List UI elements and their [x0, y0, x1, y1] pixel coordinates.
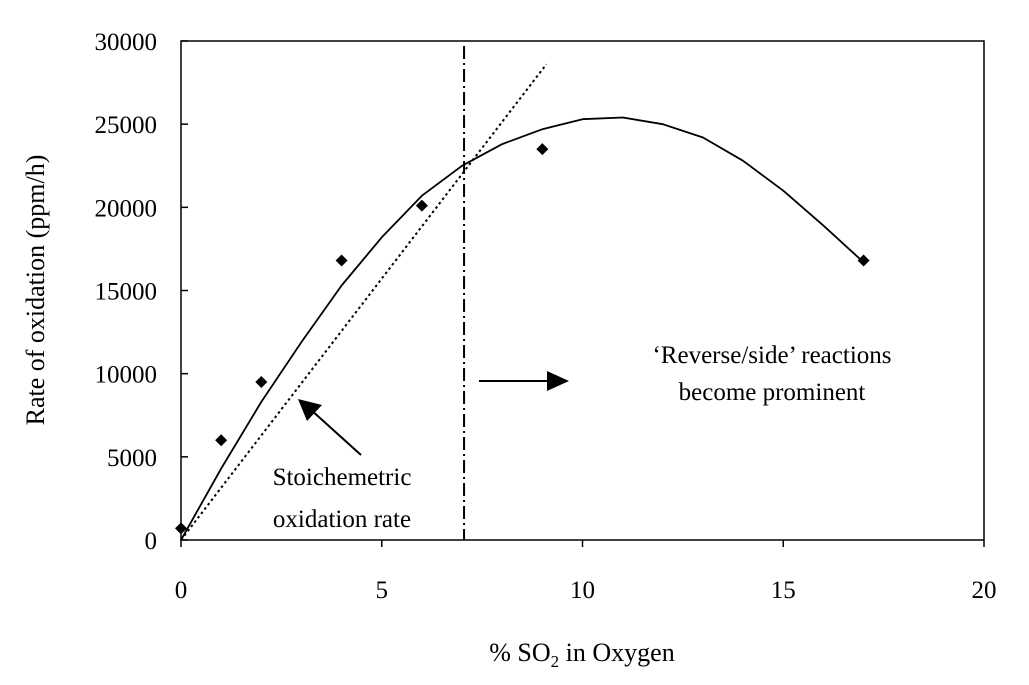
x-axis-title-prefix: % SO	[489, 638, 550, 667]
y-tick-label: 0	[145, 528, 158, 555]
series-layer	[175, 46, 870, 541]
x-axis-title-suffix: in Oxygen	[559, 638, 675, 667]
data-point	[536, 143, 549, 156]
stoichiometric-dotted-line	[180, 63, 548, 541]
x-axis-ticks: 0 5 10 15 20	[175, 540, 997, 604]
x-axis-title-subscript: 2	[551, 652, 560, 671]
y-tick-label: 10000	[95, 362, 158, 389]
data-point	[215, 434, 228, 447]
reverse-arrow-head	[547, 371, 569, 391]
x-tick-label: 15	[771, 577, 796, 604]
x-tick-label: 20	[972, 577, 997, 604]
x-axis-title: % SO2 in Oxygen	[489, 638, 674, 671]
x-tick-label: 0	[175, 577, 188, 604]
data-point	[335, 254, 348, 267]
y-tick-label: 25000	[95, 112, 158, 139]
stoich-arrow-head	[298, 399, 322, 421]
x-tick-label: 10	[570, 577, 595, 604]
reverse-annotation-line1: ‘Reverse/side’ reactions	[652, 342, 891, 369]
data-point	[255, 375, 268, 388]
y-tick-label: 30000	[95, 29, 158, 56]
y-axis-ticks: 0 5000 10000 15000 20000 25000 30000	[95, 29, 188, 555]
data-point	[415, 199, 428, 212]
y-axis-title: Rate of oxidation (ppm/h)	[21, 155, 50, 426]
y-tick-label: 15000	[95, 279, 158, 306]
y-tick-label: 20000	[95, 195, 158, 222]
data-point	[857, 254, 870, 267]
stoich-annotation-line1: Stoichemetric	[273, 464, 412, 491]
x-tick-label: 5	[376, 577, 389, 604]
stoich-arrow-shaft	[309, 408, 362, 456]
y-tick-label: 5000	[107, 445, 157, 472]
fitted-curve-line	[180, 116, 865, 541]
annotation-layer: Stoichemetric oxidation rate ‘Reverse/si…	[273, 342, 892, 533]
data-point	[175, 522, 187, 535]
stoich-annotation-line2: oxidation rate	[273, 506, 411, 533]
reverse-annotation-line2: become prominent	[679, 379, 866, 406]
